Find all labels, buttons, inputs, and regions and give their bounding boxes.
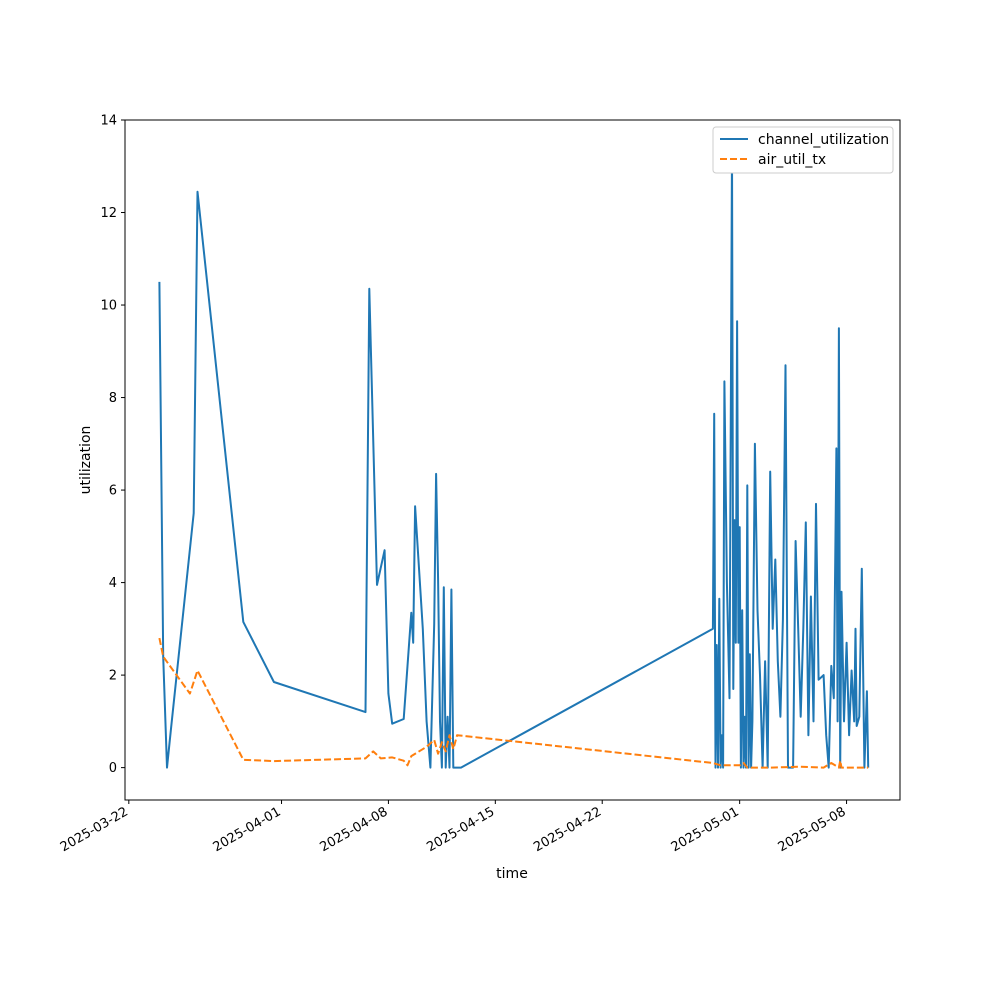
series-line-channel-utilization [158,149,870,769]
y-tick-label: 2 [109,669,117,684]
y-tick-label: 10 [100,299,117,314]
y-axis-title: utilization [78,426,94,495]
series-line-air-util-tx [158,637,869,769]
axes-frame [124,119,901,801]
legend-label-air-util-tx: air_util_tx [758,152,826,168]
x-axis-title: time [496,866,528,882]
y-tick-label: 14 [100,114,117,129]
legend-label-channel-utilization: channel_utilization [758,132,889,148]
y-tick-label: 0 [109,761,117,776]
y-tick-label: 12 [100,206,117,221]
legend-box [712,126,894,174]
y-tick-label: 8 [109,391,117,406]
y-tick-label: 6 [109,484,117,499]
y-tick-label: 4 [109,576,117,591]
legend: channel_utilization air_util_tx [712,126,894,174]
series-layer [158,149,870,769]
plot-area [124,119,901,801]
y-axis: 0 2 4 6 8 10 12 14 [100,114,125,776]
